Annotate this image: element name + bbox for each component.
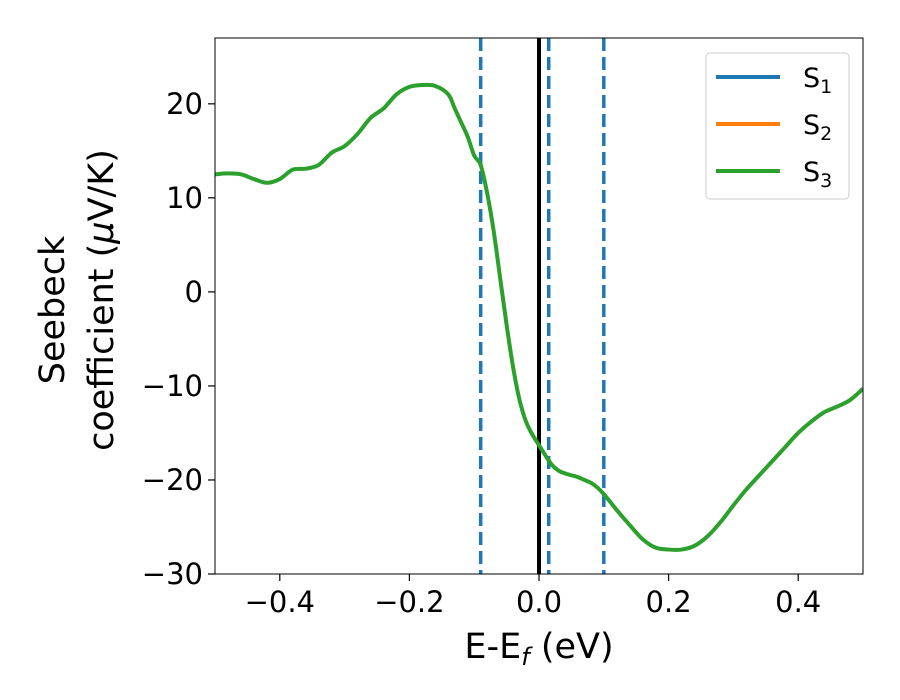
y-axis-label-line2: coefficient (μV/K) bbox=[82, 149, 122, 451]
y-tick-label: −30 bbox=[142, 557, 203, 591]
y-axis-label-mu: μ bbox=[82, 221, 122, 244]
series-line-0 bbox=[215, 82, 863, 552]
y-axis-label-prefix: coefficient ( bbox=[82, 244, 122, 451]
y-axis-label-line1: Seebeck bbox=[33, 235, 73, 384]
legend-label-2: S2 bbox=[803, 110, 832, 145]
x-tick-label: 0.4 bbox=[775, 585, 821, 619]
y-axis-label-suffix: V/K) bbox=[82, 149, 122, 221]
y-axis: 20 10 0 −10 −20 −30 bbox=[142, 87, 215, 591]
x-tick-label: 0.2 bbox=[646, 585, 692, 619]
legend-label-1: S1 bbox=[803, 63, 832, 98]
y-tick-label: −10 bbox=[142, 369, 203, 403]
y-tick-label: 10 bbox=[166, 181, 203, 215]
legend-label-3: S3 bbox=[803, 157, 832, 192]
x-axis: −0.4 −0.2 0.0 0.2 0.4 bbox=[245, 574, 821, 619]
y-tick-label: 20 bbox=[166, 87, 203, 121]
x-axis-label-suffix: (eV) bbox=[530, 627, 614, 667]
x-tick-label: −0.2 bbox=[374, 585, 444, 619]
x-axis-label-main: E-E bbox=[464, 627, 521, 667]
x-tick-label: −0.4 bbox=[245, 585, 315, 619]
series-layer bbox=[215, 82, 863, 552]
y-tick-label: 0 bbox=[185, 275, 203, 309]
vertical-lines bbox=[478, 38, 606, 574]
legend: S1 S2 S3 bbox=[705, 52, 850, 200]
y-tick-label: −20 bbox=[142, 463, 203, 497]
x-tick-label: 0.0 bbox=[516, 585, 562, 619]
x-axis-label: E-Ef (eV) bbox=[464, 627, 613, 671]
